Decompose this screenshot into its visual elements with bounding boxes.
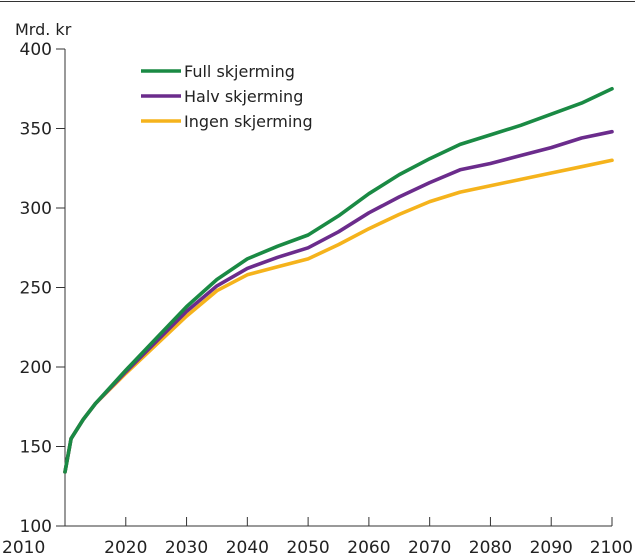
x-tick-label: 2050 <box>286 538 329 556</box>
y-tick-label: 150 <box>20 438 52 458</box>
x-tick-label: 2070 <box>408 538 451 556</box>
series-line-full-skjerming <box>63 87 614 474</box>
legend-label: Ingen skjerming <box>184 112 313 131</box>
x-tick-label: 2040 <box>226 538 269 556</box>
x-tick-label: 2100 <box>590 538 633 556</box>
y-tick-label: 300 <box>20 199 52 219</box>
y-tick-label: 400 <box>20 40 52 60</box>
y-tick-label: 250 <box>20 279 52 299</box>
legend-item: Full skjerming <box>141 62 295 81</box>
axes: 100 150 200 250 300 350 400 2010 2020 2030 2040 205… <box>2 40 633 558</box>
y-tick-label: 350 <box>20 120 52 140</box>
x-tick-label: 2080 <box>469 538 512 556</box>
legend-item: Ingen skjerming <box>141 112 313 131</box>
y-tick-label: 200 <box>20 358 52 378</box>
series-line-halv-skjerming <box>63 129 614 474</box>
x-tick-label: 2010 <box>2 538 45 556</box>
x-tick-label: 2090 <box>530 538 573 556</box>
x-tick-label: 2020 <box>104 538 147 556</box>
legend-item: Halv skjerming <box>141 87 303 106</box>
series-lines <box>63 87 614 474</box>
y-axis-unit-label: Mrd. kr <box>15 20 72 39</box>
x-tick-label: 2030 <box>165 538 208 556</box>
series-line-ingen-skjerming <box>63 158 614 474</box>
x-tick-label: 2060 <box>347 538 390 556</box>
legend-label: Full skjerming <box>184 62 295 81</box>
y-tick-label: 100 <box>20 517 52 537</box>
legend: Full skjerming Halv skjerming Ingen skjerm… <box>141 62 313 131</box>
legend-label: Halv skjerming <box>184 87 303 106</box>
